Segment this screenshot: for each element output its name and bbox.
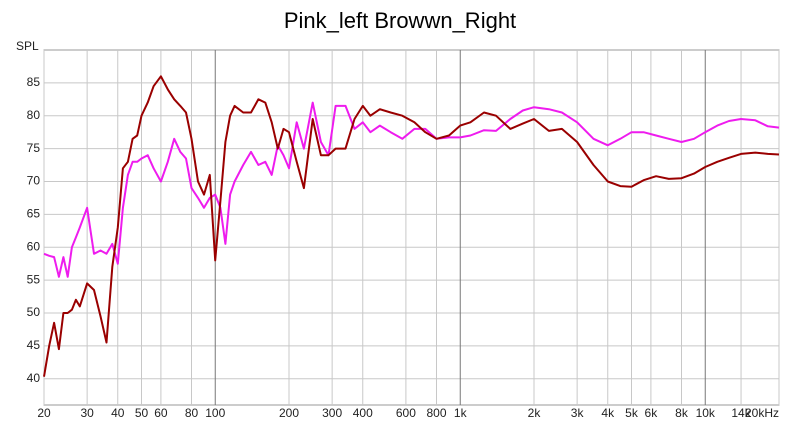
x-tick-label: 400 <box>353 406 373 420</box>
y-tick-label: 65 <box>27 207 41 221</box>
y-tick-label: 45 <box>27 338 41 352</box>
x-tick-label: 4k <box>601 406 615 420</box>
x-tick-label: 300 <box>322 406 342 420</box>
x-tick-label: 8k <box>675 406 689 420</box>
x-tick-label: 5k <box>625 406 639 420</box>
x-tick-label: 60 <box>154 406 168 420</box>
x-tick-label: 1k <box>454 406 468 420</box>
y-tick-label: 80 <box>27 108 41 122</box>
plot-area <box>43 49 780 406</box>
x-tick-label: 3k <box>571 406 585 420</box>
y-tick-label: 85 <box>27 75 41 89</box>
x-tick-label: 200 <box>279 406 299 420</box>
x-tick-label: 100 <box>205 406 225 420</box>
x-tick-label: 2k <box>528 406 542 420</box>
x-tick-label: 40 <box>111 406 125 420</box>
x-tick-label: 80 <box>185 406 199 420</box>
y-tick-label: 40 <box>27 371 41 385</box>
x-tick-label: 20kHz <box>745 406 779 420</box>
series-line <box>43 101 780 278</box>
x-tick-label: 30 <box>80 406 94 420</box>
y-tick-label: 60 <box>27 239 41 253</box>
x-tick-label: 800 <box>426 406 446 420</box>
y-tick-label: 55 <box>27 272 41 286</box>
y-tick-label: 70 <box>27 174 41 188</box>
y-tick-label: 50 <box>27 305 41 319</box>
x-tick-label: 50 <box>135 406 149 420</box>
series-line <box>43 75 780 377</box>
y-tick-label: 75 <box>27 141 41 155</box>
x-tick-label: 14k <box>731 406 751 420</box>
chart-title: Pink_left Browwn_Right <box>284 8 516 33</box>
x-tick-label: 600 <box>396 406 416 420</box>
x-tick-label: 10k <box>696 406 716 420</box>
y-axis-label: SPL <box>16 39 39 53</box>
x-tick-label: 20 <box>37 406 51 420</box>
x-tick-label: 6k <box>645 406 659 420</box>
